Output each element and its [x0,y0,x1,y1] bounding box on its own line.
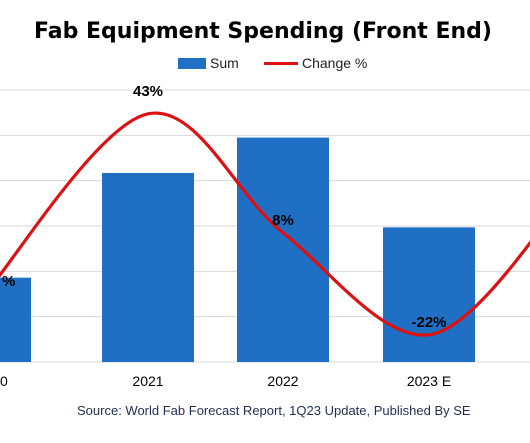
data-label-2021: 43% [133,83,163,100]
x-axis: 0 2021 2022 2023 E [0,373,451,389]
change-line [0,111,530,337]
source-note: Source: World Fab Forecast Report, 1Q23 … [77,403,471,418]
bar-2021 [102,172,194,362]
x-tick-label: 2022 [267,373,298,389]
data-label-2023 E: -22% [411,314,446,331]
data-label-0: % [2,273,15,290]
bar-2022 [237,137,329,362]
bars [0,137,475,362]
legend-swatch-sum [178,58,206,69]
data-labels: % 43% 8% -22% [2,83,447,331]
x-tick-label: 2021 [132,373,163,389]
legend: Sum Change % [178,55,367,71]
x-tick-label: 0 [0,373,8,389]
legend-label-sum: Sum [210,55,239,71]
x-tick-label: 2023 E [407,373,451,389]
legend-label-change: Change % [302,55,367,71]
change-line-path [0,111,530,337]
chart-title: Fab Equipment Spending (Front End) [34,19,492,44]
bar-2023 E [383,227,475,362]
bar-0 [0,277,31,362]
data-label-2022: 8% [272,212,294,229]
